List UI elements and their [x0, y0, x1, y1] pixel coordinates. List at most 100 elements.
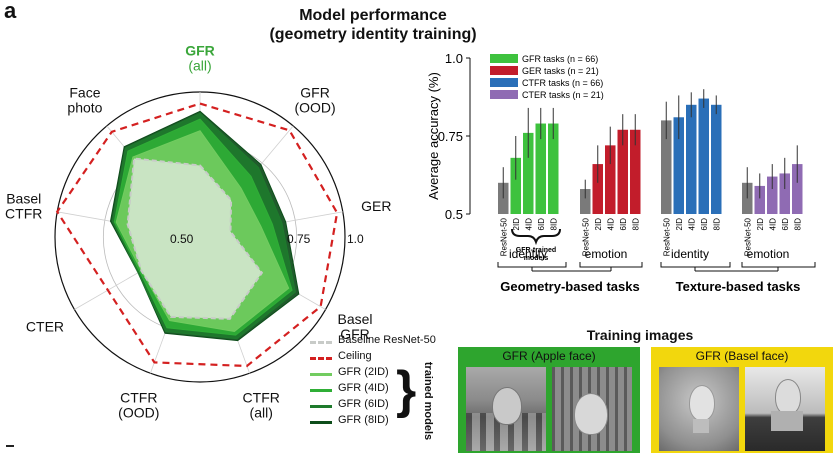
y-tick-label: 0.75 — [438, 129, 463, 144]
category-label: 4ID — [768, 218, 777, 231]
bar — [630, 129, 641, 214]
radar-ring-label: 0.75 — [287, 232, 311, 246]
basel-face-label: GFR (Basel face) — [695, 349, 789, 363]
radar-axis-text: (all) — [250, 405, 273, 421]
legend-label: GFR (6ID) — [338, 398, 389, 410]
y-tick-label: 0.5 — [445, 207, 463, 222]
legend-label: GFR (4ID) — [338, 382, 389, 394]
radar-axis-text: GFR — [300, 84, 330, 100]
radar-axis-text: CTER — [26, 319, 64, 335]
task-sublabel: emotion — [747, 247, 790, 261]
radar-axis-label: GFR(OOD) — [294, 84, 335, 115]
bar — [510, 157, 521, 214]
bar — [592, 164, 603, 214]
bar-legend-label: CTFR tasks (n = 66) — [522, 78, 603, 88]
bar — [779, 173, 790, 214]
title-line-1: Model performance — [299, 7, 447, 24]
radar-axis-label: GFR(all) — [185, 43, 215, 74]
radar-axis-text: GFR — [185, 43, 215, 59]
category-label: 2ID — [756, 218, 765, 231]
legend-label: GFR (8ID) — [338, 414, 389, 426]
radar-axis-label: CTER — [26, 319, 64, 335]
category-label: 6ID — [619, 218, 628, 231]
y-axis-label: Average accuracy (%) — [426, 72, 441, 200]
legend-entry: GFR (6ID) — [310, 398, 410, 414]
bar-legend-swatch — [490, 54, 518, 63]
radar-axis-label: CTFR(all) — [243, 390, 280, 421]
category-label: 8ID — [631, 218, 640, 231]
category-label: 8ID — [712, 218, 721, 231]
bar — [792, 164, 803, 214]
legend-swatch — [310, 341, 332, 344]
bar — [686, 104, 697, 214]
category-label: ResNet-50 — [662, 217, 671, 256]
category-label: 6ID — [537, 218, 546, 231]
apple-face-label: GFR (Apple face) — [502, 349, 596, 363]
radar-series-ceiling — [55, 102, 339, 368]
bar-legend-swatch — [490, 90, 518, 99]
category-label: 4ID — [606, 218, 615, 231]
legend-entry: Baseline ResNet-50 — [310, 334, 436, 350]
bar — [767, 176, 778, 214]
radar-axis-text: (OOD) — [294, 99, 335, 115]
category-label: 2ID — [512, 218, 521, 231]
bar-chart: 0.5 0.75 1.0 Average accuracy (%) GFR tasks … — [426, 51, 816, 294]
task-group-label: Geometry-based tasks — [500, 279, 639, 294]
trained-models-label: trained models — [422, 361, 434, 441]
radar-ring-label: 0.50 — [170, 232, 194, 246]
task-bracket — [497, 262, 567, 268]
bar — [580, 189, 591, 214]
legend-swatch — [310, 421, 332, 424]
radar-ring-label: 1.0 — [347, 232, 364, 246]
radar-chart: 0.50 0.75 1.0GFR(all)GFR(OOD)GERBaselGFRCT… — [5, 43, 391, 421]
legend-entry: Ceiling — [310, 350, 410, 366]
radar-axis-text: GFR — [340, 326, 370, 342]
legend-swatch — [310, 357, 332, 360]
annotation-line1: GFR-trained — [516, 247, 556, 254]
bar — [754, 185, 765, 214]
annotation-line2: models — [524, 255, 549, 262]
bar — [617, 129, 628, 214]
category-label: 2ID — [594, 218, 603, 231]
radar-axis-text: photo — [67, 99, 102, 115]
page-mark — [6, 445, 14, 447]
bar-legend-label: GFR tasks (n = 66) — [522, 54, 598, 64]
basel-face-image-1 — [659, 367, 739, 451]
legend-swatch — [310, 373, 332, 376]
legend-entry: GFR (8ID) — [310, 414, 410, 430]
bar — [711, 104, 722, 214]
radar-axis-label: GER — [361, 198, 391, 214]
radar-axis-text: Basel — [338, 311, 373, 327]
main-title: Model performance (geometry identity tra… — [248, 6, 498, 44]
legend-entry: GFR (2ID) — [310, 366, 410, 382]
title-line-2: (geometry identity training) — [269, 26, 477, 43]
radar-axis-text: CTFR — [243, 390, 280, 406]
radar-axis-text: GER — [361, 198, 391, 214]
category-label: 8ID — [793, 218, 802, 231]
basel-face-panel: GFR (Basel face) — [651, 347, 833, 453]
radar-axis-label: CTFR(OOD) — [118, 390, 159, 421]
bar-legend-label: GER tasks (n = 21) — [522, 66, 599, 76]
category-label: ResNet-50 — [743, 217, 752, 256]
radar-axis-text: Basel — [6, 190, 41, 206]
bar-legend-swatch — [490, 66, 518, 75]
bar-legend-swatch — [490, 78, 518, 87]
task-sublabel: identity — [671, 247, 709, 261]
trained-brace: } — [396, 361, 417, 419]
category-label: 4ID — [524, 218, 533, 231]
training-images-title: Training images — [586, 327, 694, 343]
bar — [605, 145, 616, 214]
bar — [673, 117, 684, 214]
category-label: ResNet-50 — [499, 217, 508, 256]
bar — [661, 120, 672, 214]
radar-series-baseline-resnet-50 — [126, 157, 264, 320]
radar-axis-text: (OOD) — [118, 405, 159, 421]
legend-entry: GFR (4ID) — [310, 382, 410, 398]
legend-label: Baseline ResNet-50 — [338, 334, 436, 346]
task-group-label: Texture-based tasks — [676, 279, 801, 294]
category-label: 8ID — [549, 218, 558, 231]
apple-face-panel: GFR (Apple face) — [458, 347, 640, 453]
bar — [523, 132, 534, 214]
